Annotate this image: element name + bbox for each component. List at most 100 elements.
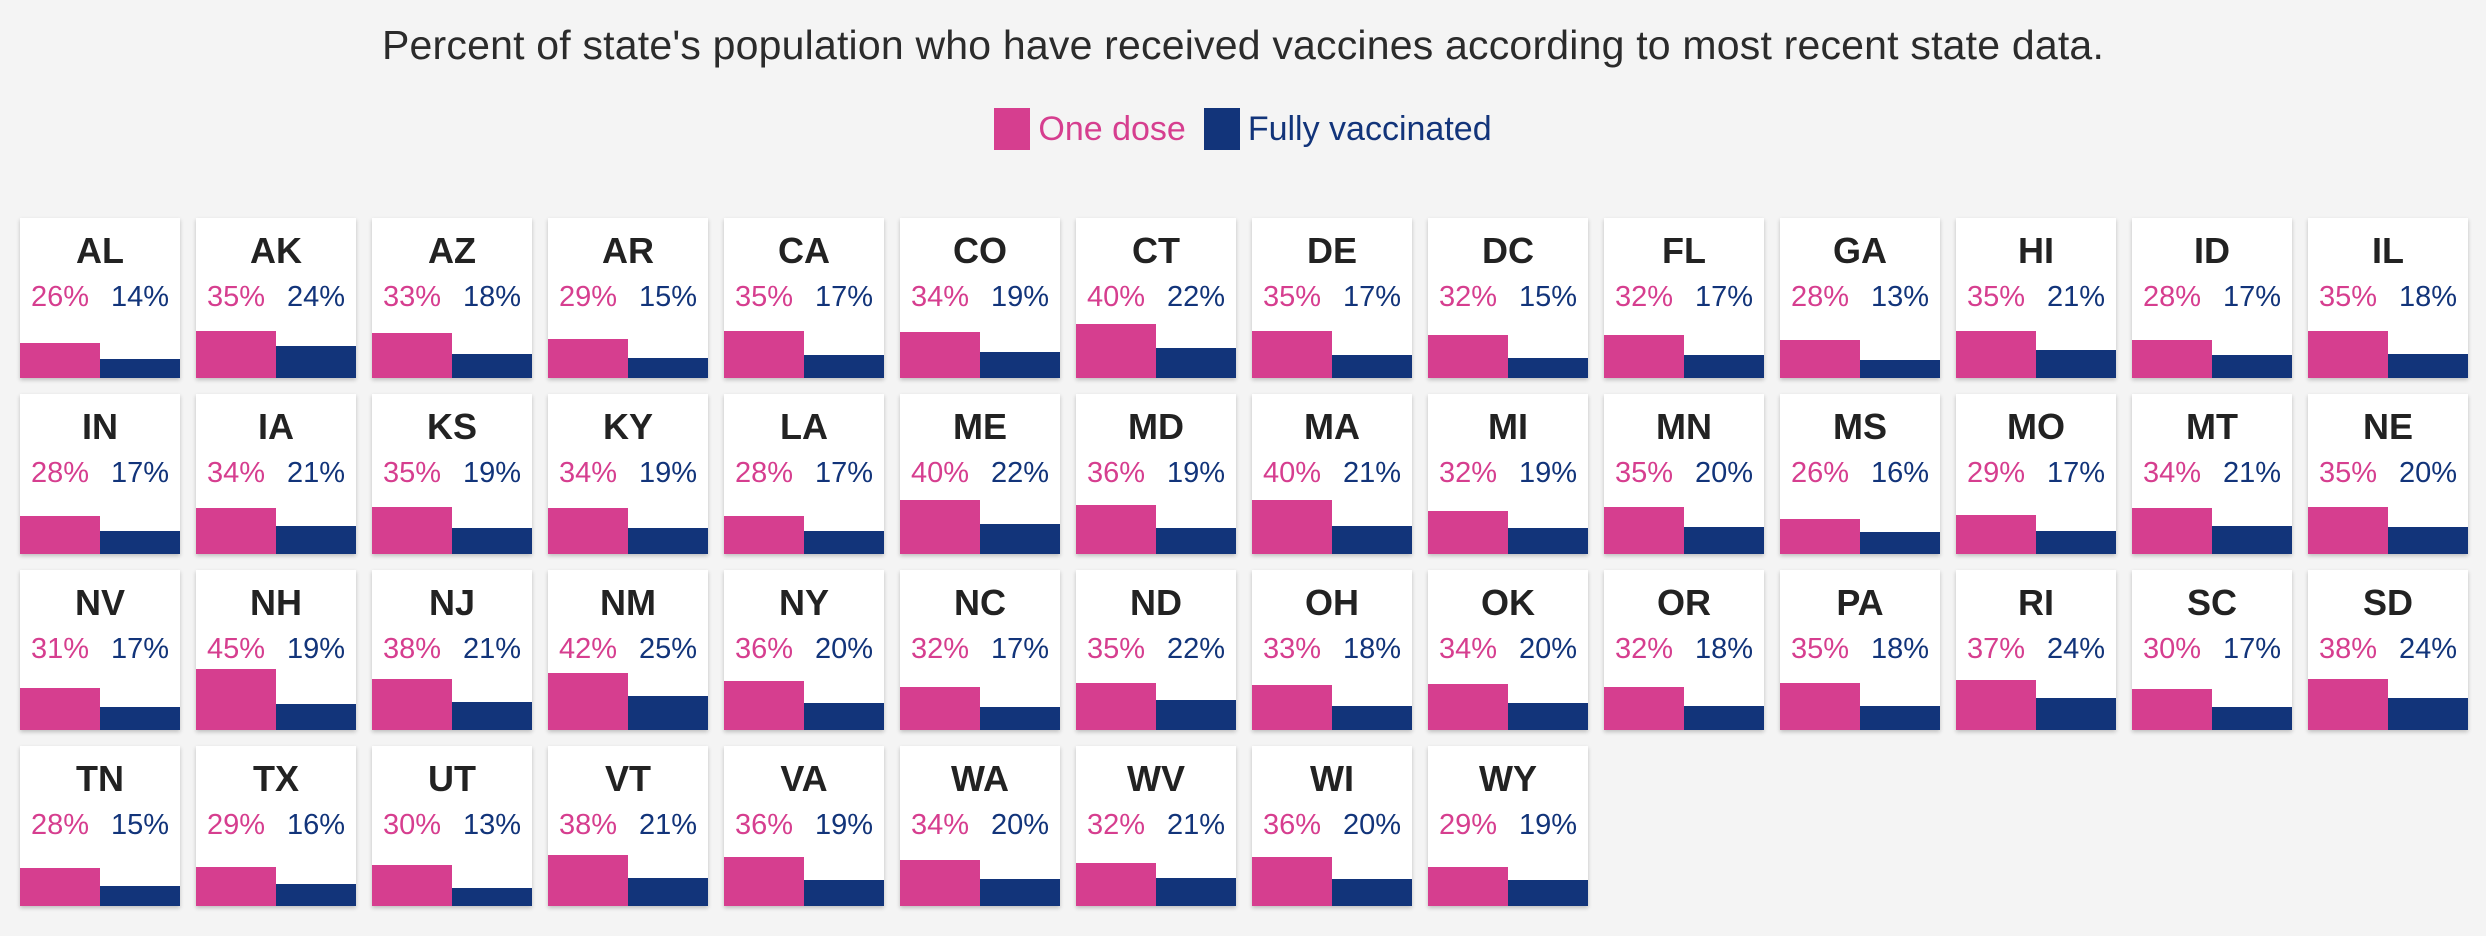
fully-vaccinated-value: 20%	[1694, 457, 1754, 489]
legend-fully-vaccinated: Fully vaccinated	[1203, 108, 1492, 150]
state-abbr: AL	[76, 230, 124, 271]
one-dose-bar	[196, 669, 276, 730]
state-abbr: WA	[951, 758, 1009, 799]
state-abbr: KS	[426, 406, 477, 447]
state-card: RI 37% 24%	[1956, 570, 2116, 730]
one-dose-bar	[2132, 508, 2212, 554]
fully-vaccinated-bar	[980, 707, 1060, 730]
one-dose-bar	[372, 333, 452, 378]
fully-vaccinated-bar	[980, 879, 1060, 906]
fully-vaccinated-value: 20%	[1518, 633, 1578, 665]
state-card: LA 28% 17%	[724, 394, 884, 554]
one-dose-bar	[548, 508, 628, 554]
state-card: NJ 38% 21%	[372, 570, 532, 730]
fully-vaccinated-bar	[276, 526, 356, 554]
one-dose-value: 32%	[1614, 281, 1674, 313]
fully-vaccinated-value: 19%	[286, 633, 346, 665]
state-card: WV 32% 21%	[1076, 746, 1236, 906]
one-dose-bar	[1252, 685, 1332, 730]
fully-vaccinated-label: Fully vaccinated	[1247, 109, 1492, 148]
state-abbr: AK	[250, 230, 302, 271]
state-card: CO 34% 19%	[900, 218, 1060, 378]
state-abbr: NC	[954, 582, 1006, 623]
fully-vaccinated-bar	[628, 878, 708, 906]
fully-vaccinated-bar	[804, 880, 884, 906]
fully-vaccinated-value: 19%	[1518, 457, 1578, 489]
fully-vaccinated-bar	[804, 531, 884, 554]
state-card: IL 35% 18%	[2308, 218, 2468, 378]
fully-vaccinated-value: 20%	[1342, 809, 1402, 841]
one-dose-value: 38%	[558, 809, 618, 841]
fully-vaccinated-value: 24%	[2398, 633, 2458, 665]
one-dose-bar	[1076, 505, 1156, 554]
fully-vaccinated-value: 17%	[814, 457, 874, 489]
one-dose-value: 32%	[1438, 281, 1498, 313]
state-card: KY 34% 19%	[548, 394, 708, 554]
fully-vaccinated-bar	[1684, 527, 1764, 554]
one-dose-bar	[1428, 684, 1508, 730]
fully-vaccinated-value: 18%	[2398, 281, 2458, 313]
state-abbr: NV	[74, 582, 125, 623]
one-dose-value: 28%	[734, 457, 794, 489]
one-dose-bar	[1428, 335, 1508, 378]
state-card: NM 42% 25%	[548, 570, 708, 730]
fully-vaccinated-bar	[100, 359, 180, 378]
fully-vaccinated-value: 18%	[1870, 633, 1930, 665]
one-dose-value: 34%	[206, 457, 266, 489]
state-abbr: MN	[1656, 406, 1712, 447]
one-dose-value: 30%	[2142, 633, 2202, 665]
fully-vaccinated-bar	[1156, 878, 1236, 906]
fully-vaccinated-bar	[1508, 528, 1588, 554]
fully-vaccinated-value: 24%	[2046, 633, 2106, 665]
one-dose-bar	[1956, 515, 2036, 554]
state-card: TX 29% 16%	[196, 746, 356, 906]
fully-vaccinated-bar	[980, 524, 1060, 554]
one-dose-bar	[1780, 519, 1860, 554]
one-dose-bar	[724, 857, 804, 906]
one-dose-value: 42%	[558, 633, 618, 665]
legend: One dose Fully vaccinated	[0, 108, 2486, 150]
state-card: NY 36% 20%	[724, 570, 884, 730]
one-dose-value: 32%	[910, 633, 970, 665]
one-dose-value: 35%	[382, 457, 442, 489]
one-dose-bar	[548, 673, 628, 730]
fully-vaccinated-bar	[100, 707, 180, 730]
one-dose-value: 30%	[382, 809, 442, 841]
one-dose-bar	[196, 867, 276, 906]
one-dose-value: 35%	[2318, 281, 2378, 313]
state-card: MN 35% 20%	[1604, 394, 1764, 554]
state-abbr: AZ	[428, 230, 476, 271]
state-card: AK 35% 24%	[196, 218, 356, 378]
state-card: MT 34% 21%	[2132, 394, 2292, 554]
one-dose-value: 31%	[30, 633, 90, 665]
state-abbr: SD	[2362, 582, 2413, 623]
state-abbr: OR	[1657, 582, 1711, 623]
state-card: NE 35% 20%	[2308, 394, 2468, 554]
fully-vaccinated-swatch	[1203, 108, 1240, 150]
state-card: VA 36% 19%	[724, 746, 884, 906]
one-dose-value: 36%	[1086, 457, 1146, 489]
state-abbr: KY	[602, 406, 653, 447]
one-dose-value: 28%	[2142, 281, 2202, 313]
state-card: GA 28% 13%	[1780, 218, 1940, 378]
state-card: MS 26% 16%	[1780, 394, 1940, 554]
fully-vaccinated-value: 21%	[2046, 281, 2106, 313]
one-dose-value: 34%	[910, 809, 970, 841]
fully-vaccinated-bar	[1860, 706, 1940, 730]
state-card: MI 32% 19%	[1428, 394, 1588, 554]
state-card: SD 38% 24%	[2308, 570, 2468, 730]
one-dose-bar	[1252, 500, 1332, 554]
one-dose-bar	[20, 868, 100, 906]
state-card: SC 30% 17%	[2132, 570, 2292, 730]
fully-vaccinated-bar	[1332, 526, 1412, 554]
state-abbr: NJ	[428, 582, 476, 623]
one-dose-value: 35%	[1966, 281, 2026, 313]
fully-vaccinated-bar	[2388, 354, 2468, 378]
one-dose-value: 33%	[1262, 633, 1322, 665]
state-abbr: ME	[953, 406, 1007, 447]
state-abbr: RI	[2018, 582, 2054, 623]
state-abbr: TX	[252, 758, 299, 799]
state-abbr: GA	[1833, 230, 1887, 271]
fully-vaccinated-value: 20%	[814, 633, 874, 665]
state-abbr: MS	[1833, 406, 1887, 447]
